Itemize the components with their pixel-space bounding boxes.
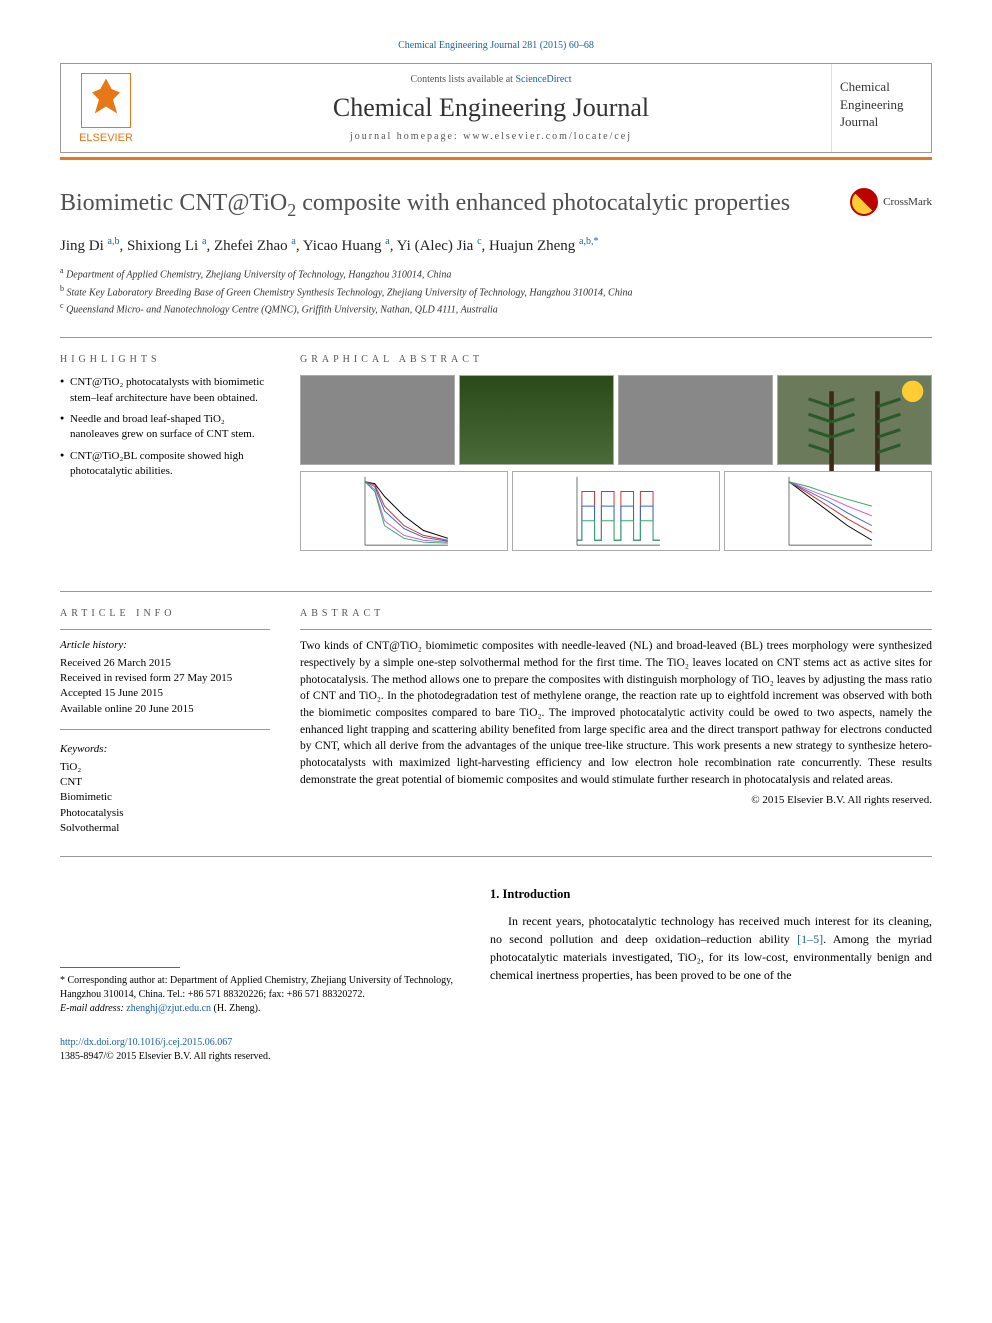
ga-thumb-sem2	[618, 375, 773, 465]
ga-chart-photocurrent	[512, 471, 720, 551]
keyword: Biomimetic	[60, 790, 270, 805]
doi-link[interactable]: http://dx.doi.org/10.1016/j.cej.2015.06.…	[60, 1037, 232, 1048]
history-received: Received 26 March 2015	[60, 656, 270, 671]
sciencedirect-link[interactable]: ScienceDirect	[515, 74, 571, 85]
journal-header: ELSEVIER Contents lists available at Sci…	[60, 63, 932, 153]
footer-links: http://dx.doi.org/10.1016/j.cej.2015.06.…	[60, 1036, 460, 1064]
highlight-item: Needle and broad leaf-shaped TiO₂ nanole…	[60, 412, 270, 443]
abstract-heading: ABSTRACT	[300, 608, 932, 619]
ga-chart-kinetics	[724, 471, 932, 551]
contents-line: Contents lists available at ScienceDirec…	[151, 74, 831, 85]
divider-rule-3	[60, 856, 932, 857]
keyword: CNT	[60, 775, 270, 790]
elsevier-logo[interactable]: ELSEVIER	[61, 64, 151, 152]
header-center: Contents lists available at ScienceDirec…	[151, 64, 831, 152]
article-title: Biomimetic CNT@TiO2 composite with enhan…	[60, 188, 850, 222]
journal-cover-thumb: Chemical Engineering Journal	[831, 64, 931, 152]
ga-chart-row	[300, 471, 932, 551]
keyword: Solvothermal	[60, 821, 270, 836]
issn-line: 1385-8947/© 2015 Elsevier B.V. All right…	[60, 1051, 270, 1062]
intro-paragraph: In recent years, photocatalytic technolo…	[490, 912, 932, 984]
ga-image-row	[300, 375, 932, 465]
corresponding-note: * Corresponding author at: Department of…	[60, 974, 460, 1002]
affiliation-a: a Department of Applied Chemistry, Zheji…	[60, 265, 932, 282]
highlight-item: CNT@TiO₂BL composite showed high photoca…	[60, 449, 270, 480]
history-revised: Received in revised form 27 May 2015	[60, 671, 270, 686]
abstract-text: Two kinds of CNT@TiO₂ biomimetic composi…	[300, 638, 932, 788]
elsevier-tree-icon	[81, 73, 131, 128]
corresponding-email-link[interactable]: zhenghj@zjut.edu.cn	[126, 1003, 211, 1014]
top-citation: Chemical Engineering Journal 281 (2015) …	[60, 40, 932, 51]
ga-thumb-photo	[459, 375, 614, 465]
history-label: Article history:	[60, 638, 270, 653]
authors-list: Jing Di a,b, Shixiong Li a, Zhefei Zhao …	[60, 236, 932, 255]
affiliation-b: b State Key Laboratory Breeding Base of …	[60, 283, 932, 300]
keywords-label: Keywords:	[60, 742, 270, 757]
affiliations: a Department of Applied Chemistry, Zheji…	[60, 265, 932, 317]
graphical-abstract: GRAPHICAL ABSTRACT	[300, 354, 932, 551]
keyword: TiO₂	[60, 760, 270, 775]
ga-chart-degradation	[300, 471, 508, 551]
highlights-heading: HIGHLIGHTS	[60, 354, 270, 365]
journal-name: Chemical Engineering Journal	[151, 93, 831, 123]
crossmark-icon	[850, 188, 878, 216]
ga-thumb-schematic	[777, 375, 932, 465]
keywords-block: Keywords: TiO₂ CNT Biomimetic Photocatal…	[60, 742, 270, 836]
history-accepted: Accepted 15 June 2015	[60, 686, 270, 701]
ga-thumb-sem	[300, 375, 455, 465]
history-online: Available online 20 June 2015	[60, 702, 270, 717]
crossmark-badge[interactable]: CrossMark	[850, 188, 932, 216]
abstract-copyright: © 2015 Elsevier B.V. All rights reserved…	[300, 794, 932, 806]
email-line: E-mail address: zhenghj@zjut.edu.cn (H. …	[60, 1002, 460, 1016]
contents-prefix: Contents lists available at	[410, 74, 515, 85]
article-info: Article history: Received 26 March 2015 …	[60, 638, 270, 836]
footnotes-block: * Corresponding author at: Department of…	[60, 887, 460, 1064]
article-info-heading: ARTICLE INFO	[60, 608, 270, 619]
crossmark-label: CrossMark	[883, 196, 932, 208]
orange-rule	[60, 157, 932, 160]
keyword: Photocatalysis	[60, 806, 270, 821]
divider-rule-2	[60, 591, 932, 592]
divider-rule	[60, 337, 932, 338]
highlights-block: HIGHLIGHTS CNT@TiO₂ photocatalysts with …	[60, 354, 270, 479]
highlight-item: CNT@TiO₂ photocatalysts with biomimetic …	[60, 375, 270, 406]
affiliation-c: c Queensland Micro- and Nanotechnology C…	[60, 300, 932, 317]
intro-ref-link[interactable]: [1–5]	[797, 932, 823, 946]
ga-heading: GRAPHICAL ABSTRACT	[300, 354, 932, 365]
publisher-name: ELSEVIER	[79, 132, 133, 144]
intro-heading: 1. Introduction	[490, 887, 932, 902]
homepage-link[interactable]: journal homepage: www.elsevier.com/locat…	[151, 131, 831, 142]
